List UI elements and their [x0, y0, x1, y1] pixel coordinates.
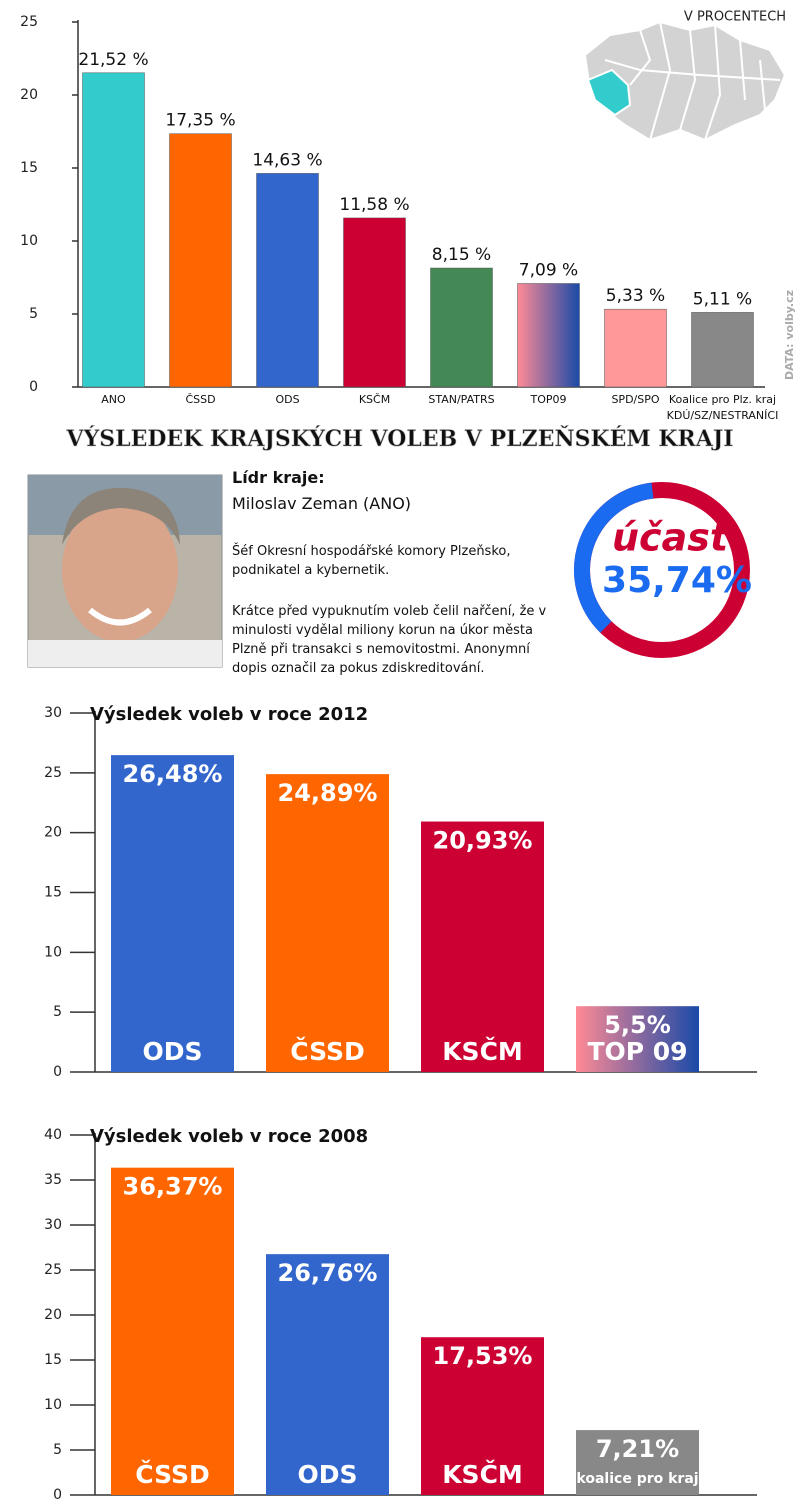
bar — [604, 308, 667, 388]
chart-title: Výsledek voleb v roce 2008 — [90, 1126, 368, 1147]
bar — [111, 755, 234, 1072]
value-label: 21,52 % — [78, 50, 148, 70]
bar — [343, 217, 406, 388]
photo-hair — [62, 487, 180, 545]
category-label: ČSSD — [290, 1036, 364, 1066]
bar — [421, 821, 544, 1072]
y-tick-label: 40 — [44, 1127, 62, 1143]
value-label: 11,58 % — [339, 195, 409, 215]
category-label: KSČM — [442, 1036, 523, 1066]
value-label: 5,11 % — [693, 289, 752, 309]
y-tick-label: 30 — [44, 1217, 62, 1233]
chart-subtitle: V PROCENTECH — [684, 10, 786, 25]
leader-photo — [27, 474, 223, 668]
donut-segment — [574, 482, 654, 633]
bar — [266, 1254, 389, 1495]
value-label: 20,93% — [433, 827, 533, 855]
x-tick-label: Koalice pro Plz. kraj KDÚ/SZ/NESTRANÍCI — [667, 393, 779, 422]
category-label: ČSSD — [135, 1459, 209, 1489]
y-tick-label: 10 — [20, 233, 38, 249]
y-tick-label: 20 — [44, 825, 62, 841]
x-tick-label: SPD/SPO — [611, 393, 659, 406]
leader-paragraph: Krátce před vypuknutím voleb čelil nařče… — [232, 604, 547, 676]
bar — [576, 1430, 699, 1495]
value-label: 17,35 % — [165, 111, 235, 131]
y-tick-label: 0 — [53, 1487, 62, 1500]
y-tick-label: 5 — [53, 1442, 62, 1458]
value-label: 5,33 % — [606, 286, 665, 306]
category-label: ODS — [142, 1037, 202, 1066]
bar — [576, 1006, 699, 1072]
y-tick-label: 25 — [44, 1262, 62, 1278]
x-tick-label: ANO — [101, 393, 126, 406]
value-label: 17,53% — [433, 1342, 533, 1370]
value-label: 36,37% — [123, 1173, 223, 1201]
y-tick-label: 0 — [53, 1064, 62, 1080]
y-tick-label: 0 — [29, 379, 38, 395]
y-tick-label: 15 — [44, 1352, 62, 1368]
category-label: ODS — [297, 1460, 357, 1489]
donut-title: účast — [612, 516, 730, 560]
bar — [111, 1167, 234, 1495]
bar — [169, 133, 232, 388]
bar — [266, 774, 389, 1072]
x-tick-label: KSČM — [359, 393, 390, 406]
y-tick-label: 20 — [44, 1307, 62, 1323]
photo-shirt — [28, 640, 222, 667]
y-tick-label: 10 — [44, 1397, 62, 1413]
x-tick-label: ČSSD — [185, 393, 215, 406]
photo-smile — [88, 607, 152, 626]
y-tick-label: 30 — [44, 705, 62, 721]
y-tick-label: 10 — [44, 944, 62, 960]
value-label: 8,15 % — [432, 245, 491, 265]
bar — [430, 267, 493, 388]
y-tick-label: 15 — [44, 885, 62, 901]
value-label: 7,21% — [596, 1435, 679, 1463]
value-label: 5,5% — [604, 1011, 671, 1039]
x-tick-label: ODS — [275, 393, 299, 406]
leader-paragraph: Šéf Okresní hospodářské komory Plzeňsko,… — [232, 544, 511, 578]
map-borders — [604, 21, 781, 141]
bar — [421, 1337, 544, 1495]
y-tick-label: 25 — [44, 765, 62, 781]
category-label: koalice pro kraj — [576, 1471, 698, 1487]
y-tick-label: 20 — [20, 87, 38, 103]
y-tick-label: 5 — [53, 1004, 62, 1020]
value-label: 26,48% — [123, 760, 223, 788]
category-label: TOP 09 — [587, 1037, 687, 1066]
donut-value: 35,74% — [602, 560, 752, 601]
photo-face — [62, 498, 178, 642]
x-tick-label: TOP09 — [529, 393, 566, 406]
category-label: KSČM — [442, 1459, 523, 1489]
y-tick-label: 5 — [29, 306, 38, 322]
chart-title: Výsledek voleb v roce 2012 — [90, 704, 368, 725]
x-tick-label: STAN/PATRS — [428, 393, 494, 406]
map-highlight — [586, 68, 632, 117]
bar — [517, 283, 580, 388]
bar — [691, 312, 754, 388]
value-label: 7,09 % — [519, 260, 578, 280]
leader-heading: Lídr kraje: — [232, 468, 325, 487]
y-tick-label: 35 — [44, 1172, 62, 1188]
chart-title: VÝSLEDEK KRAJSKÝCH VOLEB V PLZEŇSKÉM KRA… — [65, 425, 733, 452]
value-label: 24,89% — [278, 779, 378, 807]
y-tick-label: 15 — [20, 160, 38, 176]
bar — [256, 173, 319, 388]
bar — [82, 72, 145, 388]
leader-name: Miloslav Zeman (ANO) — [232, 494, 412, 513]
value-label: 14,63 % — [252, 150, 322, 170]
chart-source: DATA: volby.cz — [783, 290, 796, 380]
value-label: 26,76% — [278, 1259, 378, 1287]
region-map — [583, 20, 787, 142]
y-tick-label: 25 — [20, 14, 38, 30]
